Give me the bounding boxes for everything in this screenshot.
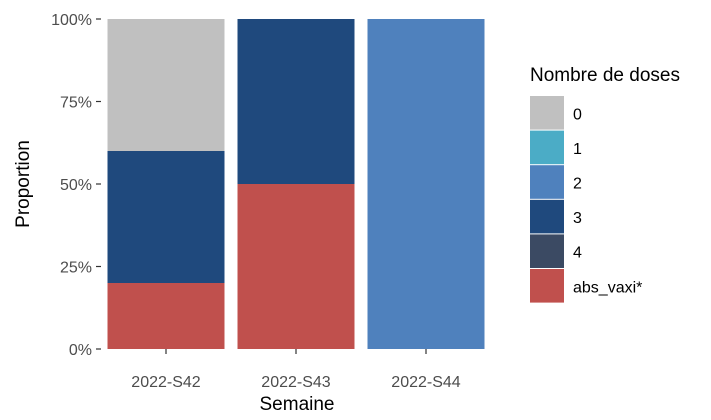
legend: Nombre de doses 0 1 2 3 4 abs_vaxi*	[530, 65, 680, 303]
bar-segment	[107, 151, 225, 283]
legend-label: 1	[573, 141, 582, 158]
legend-label: 3	[573, 210, 582, 227]
y-tick-label: 100%	[51, 12, 92, 29]
legend-key	[530, 165, 564, 199]
legend-key	[530, 96, 564, 130]
legend-label: 4	[573, 245, 582, 262]
bar-segment	[367, 19, 485, 349]
bar-segment	[237, 184, 355, 349]
bar-segment	[107, 283, 225, 349]
y-axis: 0% 25% 50% 75% 100%	[51, 12, 101, 359]
legend-title: Nombre de doses	[530, 65, 680, 86]
y-tick-label: 50%	[60, 177, 92, 194]
bars-layer	[107, 19, 485, 349]
y-tick-label: 0%	[69, 342, 92, 359]
x-tick-label: 2022-S44	[391, 374, 460, 391]
legend-key	[530, 199, 564, 234]
x-tick-label: 2022-S42	[131, 374, 200, 391]
x-tick-label: 2022-S43	[261, 374, 330, 391]
bar-segment	[237, 19, 355, 184]
legend-key	[530, 234, 564, 268]
y-tick-label: 75%	[60, 95, 92, 112]
legend-label: 0	[573, 106, 582, 123]
legend-label: 2	[573, 176, 582, 193]
legend-label: abs_vaxi*	[573, 279, 642, 296]
legend-key	[530, 269, 564, 303]
y-axis-label: Proportion	[13, 140, 34, 228]
x-axis-label: Semaine	[260, 394, 335, 415]
bar-segment	[107, 19, 225, 151]
y-tick-label: 25%	[60, 260, 92, 277]
legend-key	[530, 130, 564, 165]
x-axis: 2022-S42 2022-S43 2022-S44	[131, 349, 461, 391]
